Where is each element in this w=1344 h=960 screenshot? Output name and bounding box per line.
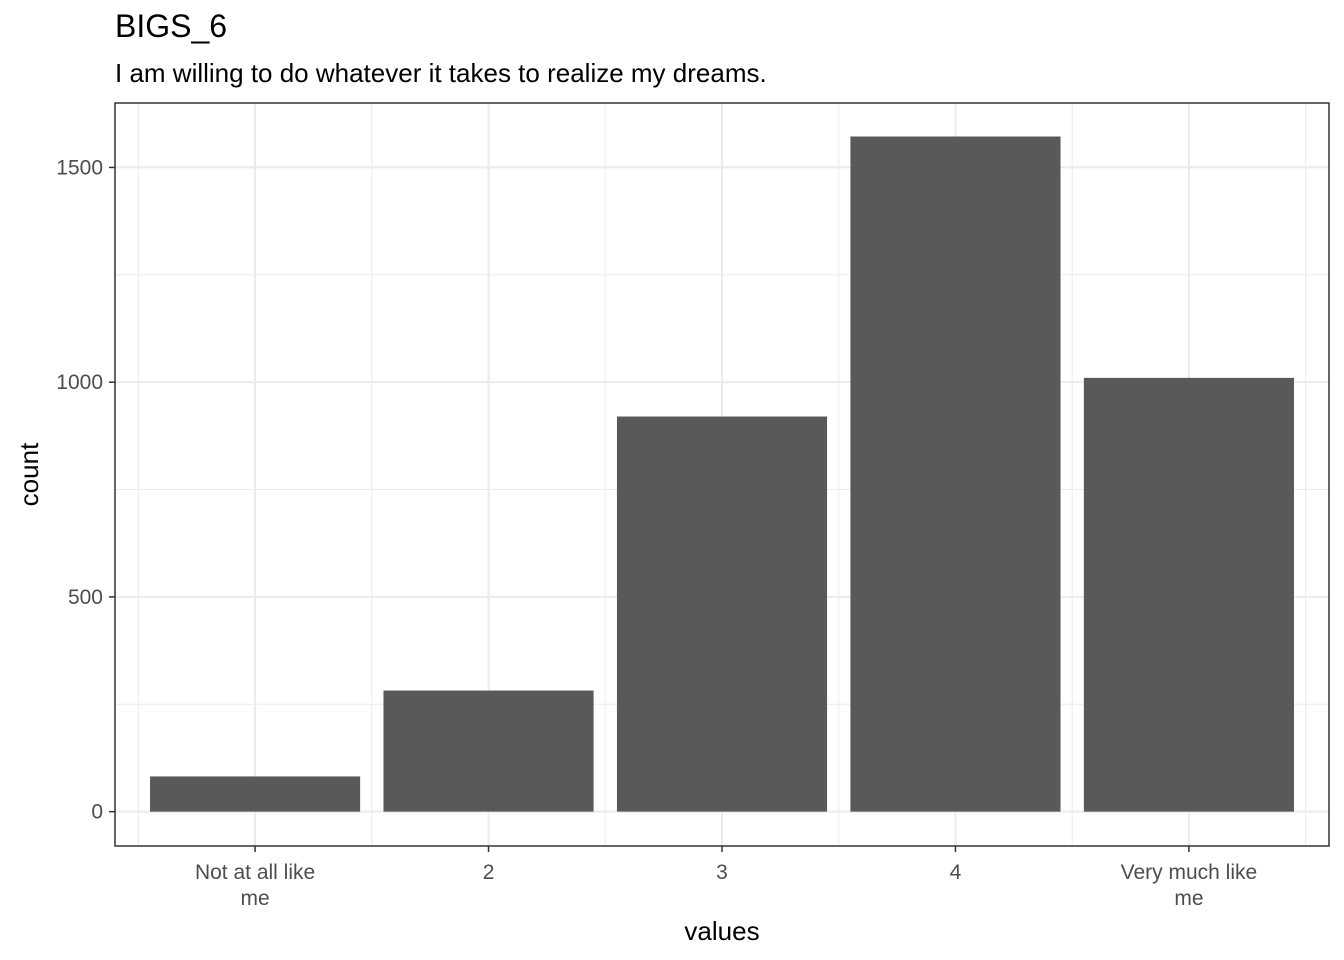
bar	[383, 690, 594, 812]
x-tick-label: 4	[950, 861, 962, 884]
bars	[150, 136, 1294, 812]
y-axis-title: count	[14, 442, 44, 506]
x-tick-label: 3	[716, 861, 728, 884]
y-tick-label: 0	[91, 801, 103, 824]
x-tick-label: Very much like me	[1121, 861, 1258, 910]
y-tick-label: 1000	[56, 371, 103, 394]
bar	[616, 416, 828, 812]
y-tick-label: 1500	[56, 156, 103, 179]
bar	[150, 776, 361, 812]
y-tick-label: 500	[68, 586, 103, 609]
x-axis-title: values	[684, 916, 759, 946]
axis-ticks: 0 500 1000 1500 Not at all like me 2 3 4 Very muc…	[56, 156, 1257, 910]
bar	[1083, 377, 1294, 812]
bar	[850, 136, 1061, 812]
chart-title: BIGS_6	[115, 8, 228, 44]
x-tick-label: 2	[483, 861, 495, 884]
chart-subtitle: I am willing to do whatever it takes to …	[115, 58, 767, 88]
x-tick-label: Not at all like me	[195, 861, 315, 910]
